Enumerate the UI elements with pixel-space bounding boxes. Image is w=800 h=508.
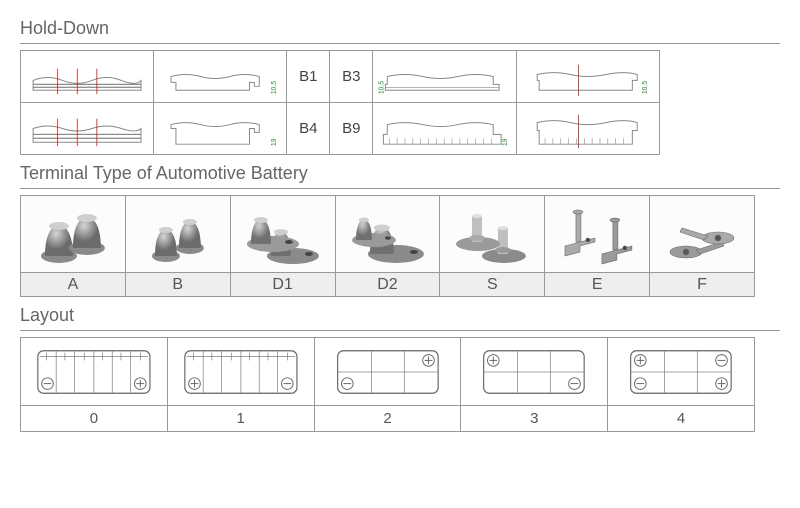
terminal-icon-row [21,196,755,273]
holddown-cell-profile-2a [21,103,154,155]
layout-label-1: 1 [167,406,314,432]
holddown-row-2: 19 B4 B9 19 [21,103,660,155]
terminal-rule [20,188,780,189]
layout-cell-0 [21,338,168,406]
layout-diagram-2 [319,343,457,401]
profile-b4-left [21,103,153,154]
layout-label-row: 0 1 2 3 4 [21,406,755,432]
terminal-label-f: F [650,273,755,297]
holddown-table: 10.5 B1 B3 10.5 10.5 [20,50,660,155]
holddown-code-b9: B9 [330,103,373,155]
holddown-code-b3: B3 [330,51,373,103]
terminal-icon-stud [442,198,542,270]
dim-label: 19 [502,138,509,146]
holddown-code-b1: B1 [287,51,330,103]
dim-label: 10.5 [379,81,386,95]
terminal-icon-flag-single [338,198,438,270]
terminal-label-row: A B D1 D2 S E F [21,273,755,297]
terminal-icon-flag-double [233,198,333,270]
terminal-icon-post-large [23,198,123,270]
dim-label: 10.5 [642,81,649,95]
profile-b1-left [21,51,153,102]
layout-cell-3 [461,338,608,406]
profile-b4-right: 19 [154,103,286,154]
profile-b3-right: 10.5 [517,51,659,102]
layout-table: 0 1 2 3 4 [20,337,755,432]
profile-b9-right [517,103,659,154]
layout-label-3: 3 [461,406,608,432]
terminal-title: Terminal Type of Automotive Battery [20,163,780,184]
layout-cell-4 [608,338,755,406]
terminal-cell-d1 [230,196,335,273]
dim-label: 19 [271,138,278,146]
dim-label: 10.5 [271,81,278,95]
holddown-cell-profile-1d: 10.5 [516,51,659,103]
layout-label-2: 2 [314,406,461,432]
layout-diagram-4 [612,343,750,401]
terminal-cell-s [440,196,545,273]
terminal-cell-a [21,196,126,273]
profile-b9-left: 19 [373,103,515,154]
layout-cell-1 [167,338,314,406]
terminal-icon-post-small [128,198,228,270]
holddown-cell-profile-2b: 19 [154,103,287,155]
terminal-label-b: B [125,273,230,297]
layout-diagram-3 [465,343,603,401]
holddown-cell-profile-2c: 19 [373,103,516,155]
terminal-label-d2: D2 [335,273,440,297]
terminal-label-a: A [21,273,126,297]
holddown-cell-profile-1b: 10.5 [154,51,287,103]
holddown-code-b4: B4 [287,103,330,155]
layout-rule [20,330,780,331]
terminal-icon-bracket [547,198,647,270]
holddown-cell-profile-1c: 10.5 [373,51,516,103]
holddown-row-1: 10.5 B1 B3 10.5 10.5 [21,51,660,103]
terminal-cell-f [650,196,755,273]
profile-b3-left: 10.5 [373,51,515,102]
terminal-label-e: E [545,273,650,297]
terminal-label-s: S [440,273,545,297]
terminal-icon-flat-tab [652,198,752,270]
layout-title: Layout [20,305,780,326]
terminal-cell-d2 [335,196,440,273]
holddown-title: Hold-Down [20,18,780,39]
profile-b1-right: 10.5 [154,51,286,102]
layout-label-4: 4 [608,406,755,432]
holddown-cell-profile-2d [516,103,659,155]
layout-diagram-0 [25,343,163,401]
layout-cell-2 [314,338,461,406]
layout-icon-row [21,338,755,406]
terminal-cell-b [125,196,230,273]
holddown-cell-profile-1a [21,51,154,103]
holddown-rule [20,43,780,44]
terminal-cell-e [545,196,650,273]
layout-label-0: 0 [21,406,168,432]
layout-diagram-1 [172,343,310,401]
terminal-table: A B D1 D2 S E F [20,195,755,297]
terminal-label-d1: D1 [230,273,335,297]
